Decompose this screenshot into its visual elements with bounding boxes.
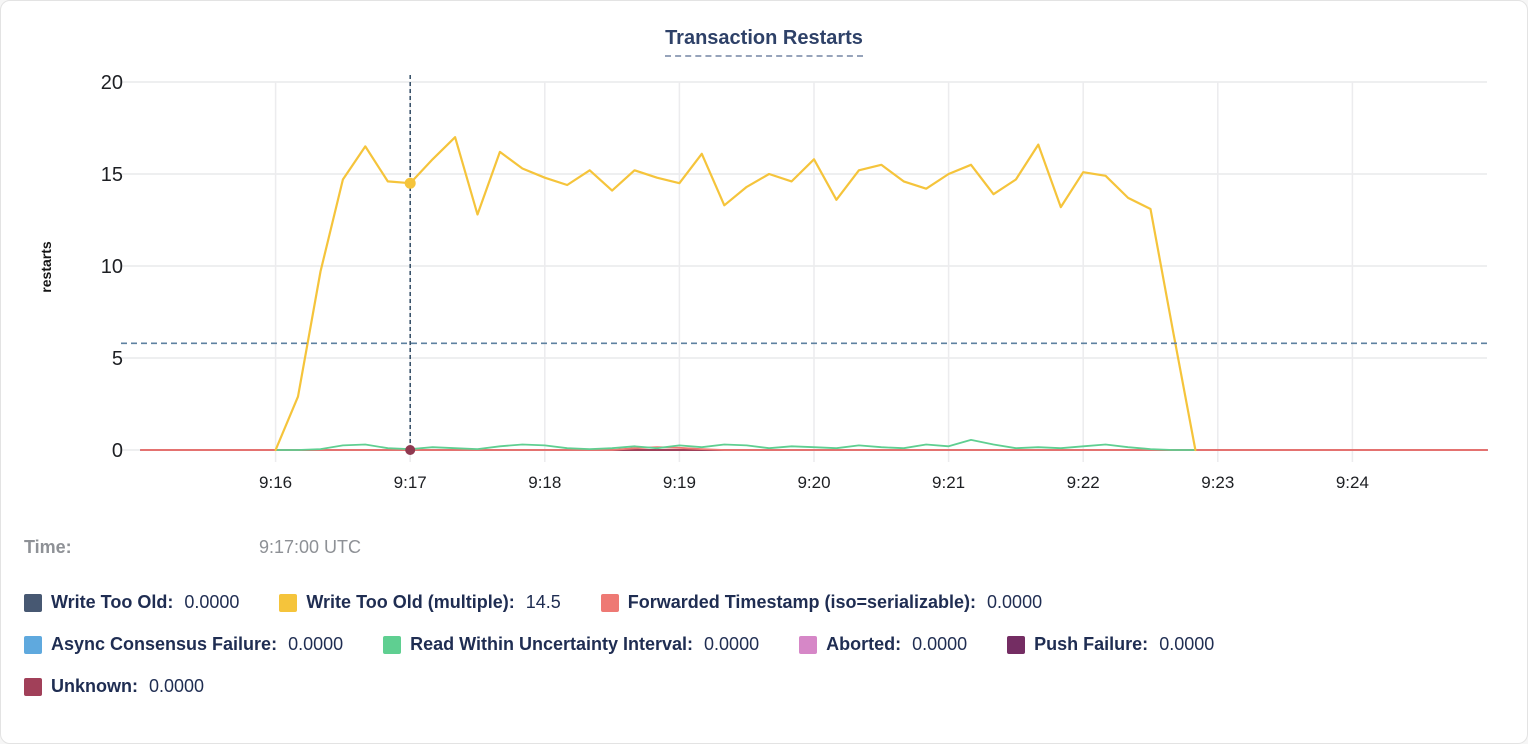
legend-row: Async Consensus Failure: 0.0000 Read Withi… [24,634,1491,655]
transaction-restarts-chart[interactable]: 0 5 10 15 20 9:16 9:17 9:18 9:19 9:20 9:21 9:22 9:23… [1,1,1528,531]
legend-value: 0.0000 [912,634,968,654]
legend-value: 0.0000 [987,592,1043,612]
x-tick-label: 9:22 [1067,473,1100,492]
x-tick-label: 9:23 [1201,473,1234,492]
hover-time-value: 9:17:00 UTC [259,537,362,557]
legend-value: 0.0000 [1159,634,1215,654]
y-tick-label: 15 [101,164,123,186]
legend-item-async-consensus-failure[interactable]: Async Consensus Failure: 0.0000 [24,634,343,655]
legend-swatch-forwarded-timestamp-iso-serializable [600,593,619,612]
legend-item-forwarded-timestamp-iso-serializable[interactable]: Forwarded Timestamp (iso=serializable): 0… [600,592,1043,613]
x-tick-label: 9:18 [528,473,561,492]
x-tick-label: 9:19 [663,473,696,492]
legend-swatch-unknown [24,677,42,696]
legend-label: Forwarded Timestamp (iso=serializable): [627,592,977,612]
chart-legend: Write Too Old: 0.0000 Write Too Old (multi… [1,592,1527,697]
legend-value: 0.0000 [288,634,344,654]
x-tick-label: 9:17 [394,473,427,492]
legend-swatch-write-too-old-multiple [279,593,298,612]
legend-value: 0.0000 [704,634,760,654]
legend-swatch-async-consensus-failure [24,635,42,654]
legend-swatch-aborted [799,635,818,654]
legend-label: Read Within Uncertainty Interval: [410,634,694,654]
y-tick-label: 10 [101,256,123,278]
legend-swatch-write-too-old [24,593,42,612]
chart-title[interactable]: Transaction Restarts [665,27,863,57]
legend-item-unknown[interactable]: Unknown: 0.0000 [24,676,204,697]
legend-item-write-too-old-multiple[interactable]: Write Too Old (multiple): 14.5 [279,592,561,613]
series-line-read-within-uncertainty-interval [274,438,1197,451]
legend-item-write-too-old[interactable]: Write Too Old: 0.0000 [24,592,239,613]
legend-value: 0.0000 [149,676,205,696]
legend-item-push-failure[interactable]: Push Failure: 0.0000 [1007,634,1214,655]
legend-label: Async Consensus Failure: [51,634,278,654]
chart-title-wrap: Transaction Restarts [1,27,1527,57]
legend-label: Write Too Old (multiple): [306,592,515,612]
x-tick-label: 9:21 [932,473,965,492]
series-line-write-too-old-multiple [274,136,1197,452]
x-tick-label: 9:24 [1336,473,1369,492]
legend-label: Push Failure: [1034,634,1149,654]
legend-label: Write Too Old: [51,592,174,612]
legend-item-read-within-uncertainty-interval[interactable]: Read Within Uncertainty Interval: 0.0000 [383,634,759,655]
legend-swatch-read-within-uncertainty-interval [383,635,402,654]
hover-time-row: Time: 9:17:00 UTC [1,537,1527,563]
legend-row: Write Too Old: 0.0000 Write Too Old (multi… [24,592,1491,613]
legend-item-aborted[interactable]: Aborted: 0.0000 [799,634,967,655]
legend-row: Unknown: 0.0000 [24,676,1491,697]
hover-time-label: Time: [24,537,72,557]
legend-value: 0.0000 [184,592,240,612]
hover-dot-write-too-old-multiple [404,177,416,189]
y-tick-label: 0 [112,440,123,462]
hover-dot-unknown [405,445,416,455]
legend-swatch-push-failure [1007,635,1026,654]
y-tick-label: 5 [112,348,123,370]
legend-value: 14.5 [525,592,561,612]
legend-label: Aborted: [826,634,902,654]
x-tick-label: 9:16 [259,473,292,492]
legend-label: Unknown: [51,676,138,696]
x-tick-label: 9:20 [797,473,830,492]
y-axis-label: restarts [38,241,54,293]
y-tick-label: 20 [101,72,123,94]
